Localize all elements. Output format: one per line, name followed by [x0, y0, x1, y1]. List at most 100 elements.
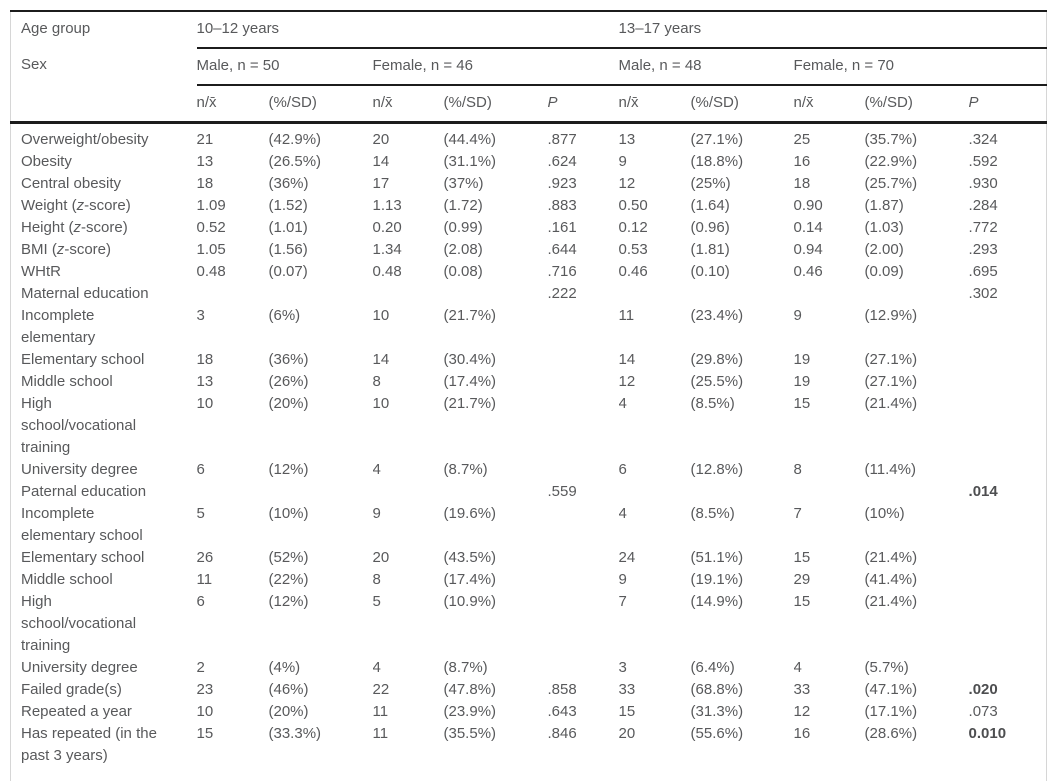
table-row: Overweight/obesity 21 (42.9%) 20 (44.4%) .87…: [11, 123, 1047, 152]
cell: 13: [618, 131, 636, 148]
cell: (43.5%): [443, 549, 497, 566]
cell: (17.1%): [864, 703, 918, 720]
cell: (2.08): [443, 241, 483, 258]
table-row: Repeated a year 10 (20%) 11 (23.9%) .643 15 (3…: [11, 701, 1047, 723]
cell: [444, 283, 548, 305]
row-label: Height (z-score): [21, 219, 128, 236]
cell: [691, 283, 794, 305]
cell: 11: [618, 307, 635, 324]
cell: (23.4%): [690, 307, 744, 324]
sex-male-10-12: Male, n = 50: [196, 48, 373, 86]
cell: (5.7%): [864, 659, 909, 676]
cell: .073: [968, 703, 998, 720]
cell: .858: [547, 681, 577, 698]
cell: 5: [372, 593, 381, 610]
cell: 11: [372, 703, 389, 720]
cell: (17.4%): [443, 373, 497, 390]
table-row: High school/vocational training 6 (12%) 5 (…: [11, 591, 1047, 657]
cell: (28.6%): [864, 725, 918, 742]
cell: 20: [372, 549, 390, 566]
cell: (25.5%): [690, 373, 744, 390]
cell: .014: [968, 483, 998, 500]
cell: 20: [372, 131, 390, 148]
table-row: WHtR 0.48 (0.07) 0.48 (0.08) .716 0.46 (0.10) 0…: [11, 261, 1047, 283]
cell: (12%): [268, 461, 309, 478]
cell: (21.4%): [864, 395, 918, 412]
cell: 21: [196, 131, 214, 148]
cell: (1.03): [864, 219, 904, 236]
cell: 26: [196, 549, 214, 566]
cell: (17.4%): [443, 571, 497, 588]
cell: (10%): [268, 505, 309, 522]
cell: 14: [372, 153, 390, 170]
cell: [969, 569, 1047, 591]
cell: .592: [968, 153, 998, 170]
cell: [444, 481, 548, 503]
cell: .877: [547, 131, 577, 148]
col-p-2: P: [968, 85, 1047, 124]
col-n-mean-2: n/x̄: [372, 85, 444, 124]
cell: (6%): [268, 307, 301, 324]
cell: (1.72): [443, 197, 483, 214]
cell: (33.3%): [268, 725, 322, 742]
sex-label: Sex: [21, 56, 47, 73]
cell: (8.5%): [690, 505, 735, 522]
row-label: Middle school: [21, 373, 113, 390]
row-label: WHtR: [21, 263, 61, 280]
cell: (30.4%): [443, 351, 497, 368]
cell: 12: [618, 373, 636, 390]
cell: 0.010: [968, 725, 1007, 742]
cell: (27.1%): [864, 351, 918, 368]
cell: 19: [793, 373, 811, 390]
table-row: Incomplete elementary school 5 (10%) 9 (19.…: [11, 503, 1047, 547]
cell: 18: [196, 351, 214, 368]
cell: 7: [618, 593, 627, 610]
cell: [794, 481, 865, 503]
table-row: Weight (z-score) 1.09 (1.52) 1.13 (1.72) .88…: [11, 195, 1047, 217]
cell: .020: [968, 681, 998, 698]
cell: [969, 591, 1047, 657]
table-row: Maternal education .222 .302: [11, 283, 1047, 305]
cell: 3: [196, 307, 205, 324]
table-body: Overweight/obesity 21 (42.9%) 20 (44.4%) .87…: [11, 123, 1047, 781]
cell: (25.7%): [864, 175, 918, 192]
cell: 19: [793, 351, 811, 368]
column-header-row: n/x̄ (%/SD) n/x̄ (%/SD) P n/x̄ (%/SD) n/…: [10, 85, 1047, 124]
cell: [548, 459, 619, 481]
sex-female-13-17: Female, n = 70: [793, 48, 1047, 86]
age-group-10-12: 10–12 years: [196, 11, 619, 49]
cell: (0.09): [864, 263, 904, 280]
cell: 16: [793, 153, 811, 170]
cell: [969, 393, 1047, 459]
cell: (36%): [268, 351, 309, 368]
cell: (20%): [268, 395, 309, 412]
row-label: BMI (z-score): [21, 241, 112, 258]
cell: [969, 305, 1047, 349]
col-pct-sd-4: (%/SD): [864, 85, 969, 124]
cell: (21.4%): [864, 593, 918, 610]
cell: (42.9%): [268, 131, 322, 148]
cell: [969, 547, 1047, 569]
cell: 11: [372, 725, 389, 742]
cell: (41.4%): [864, 571, 918, 588]
cell: (44.4%): [443, 131, 497, 148]
cell: (1.87): [864, 197, 904, 214]
table-row: University degree 6 (12%) 4 (8.7%) 6 (12.8%) 8…: [11, 459, 1047, 481]
cell: [548, 371, 619, 393]
table-row: Middle school 13 (26%) 8 (17.4%) 12 (25.5%) 19…: [11, 371, 1047, 393]
cell: (26.5%): [268, 153, 322, 170]
cell: 0.20: [372, 219, 402, 236]
cell: (21.4%): [864, 549, 918, 566]
cell: 12: [793, 703, 811, 720]
cell: (19.6%): [443, 505, 497, 522]
cell: 10: [196, 395, 214, 412]
cell: (0.99): [443, 219, 483, 236]
cell: .324: [968, 131, 998, 148]
cell: [619, 481, 691, 503]
cell: (12%): [268, 593, 309, 610]
cell: [548, 591, 619, 657]
cell: (51.1%): [690, 549, 744, 566]
cell: (55.6%): [690, 725, 744, 742]
cell: [794, 283, 865, 305]
